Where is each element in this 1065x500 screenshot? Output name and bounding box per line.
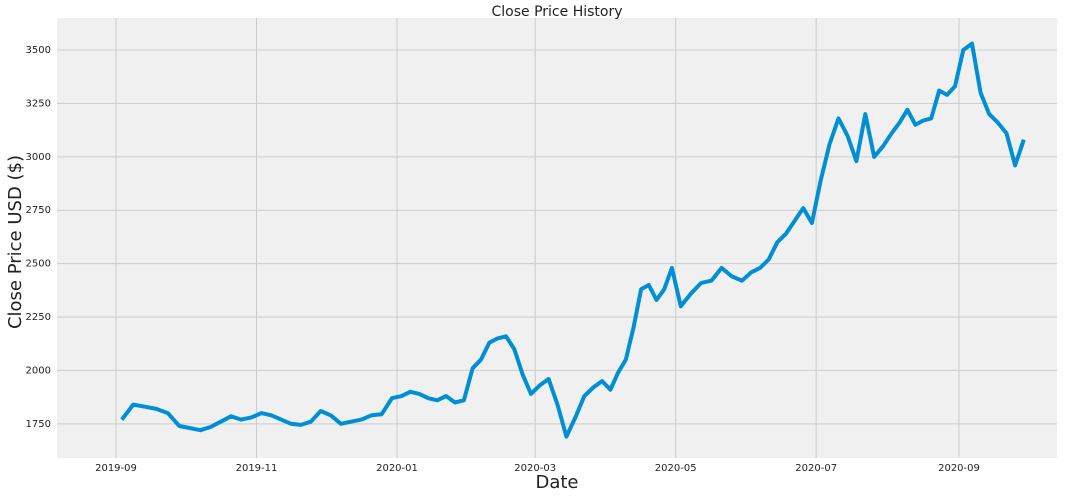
x-tick-label: 2020-09 [938, 463, 980, 474]
x-tick-label: 2020-03 [514, 463, 556, 474]
y-tick-label: 3500 [26, 45, 51, 56]
y-tick-label: 2250 [26, 312, 51, 323]
x-tick-label: 2020-07 [795, 463, 837, 474]
x-axis-label: Date [535, 472, 578, 493]
price-line [120, 41, 1026, 439]
plot-area [57, 18, 1057, 458]
y-tick-label: 3250 [26, 98, 51, 109]
x-tick-label: 2019-11 [236, 463, 278, 474]
x-tick-label: 2020-01 [376, 463, 418, 474]
y-tick-label: 2500 [26, 259, 51, 270]
y-axis-label: Close Price USD ($) [5, 155, 26, 329]
y-tick-label: 1750 [26, 419, 51, 430]
y-tick-label: 3000 [26, 152, 51, 163]
chart-title: Close Price History [492, 4, 623, 20]
y-tick-label: 2750 [26, 205, 51, 216]
y-tick-label: 2000 [26, 365, 51, 376]
x-tick-label: 2020-05 [655, 463, 697, 474]
x-tick-label: 2019-09 [95, 463, 137, 474]
